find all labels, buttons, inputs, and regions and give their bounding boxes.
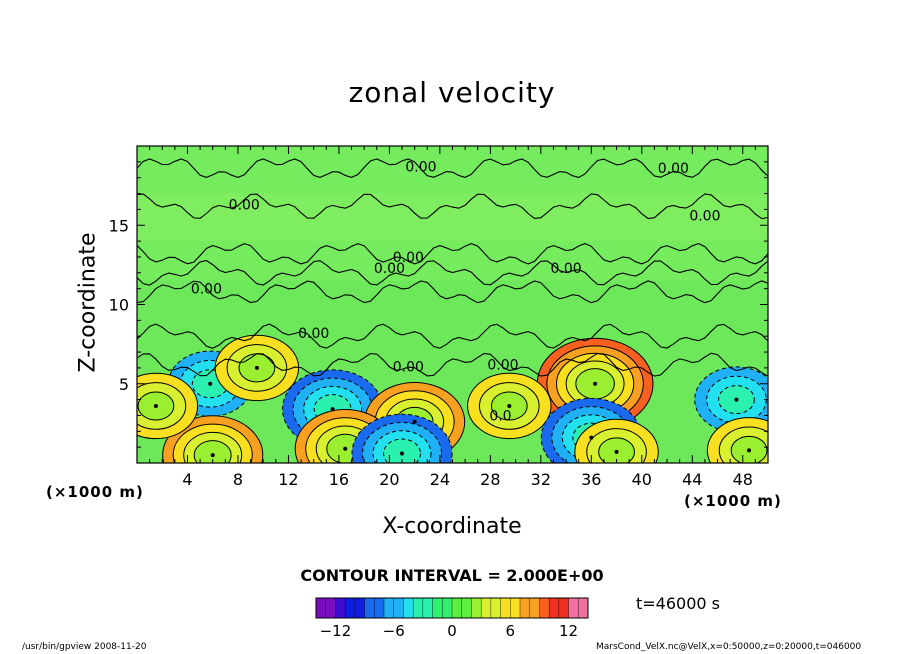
- colorbar-swatch: [451, 597, 463, 619]
- contour-label: 0.00: [405, 160, 436, 176]
- contour-label: 0.00: [393, 250, 424, 266]
- colorbar-swatch: [568, 597, 579, 619]
- colorbar-tick-label: −12: [320, 622, 352, 640]
- colorbar-swatch: [422, 597, 434, 619]
- contour-label: 0.00: [298, 326, 329, 342]
- extremum-marker: [593, 381, 598, 386]
- colorbar-tick-label: −6: [383, 622, 405, 640]
- footer-program-date: /usr/bin/gpview 2008-11-20: [22, 642, 147, 652]
- extremum-marker: [507, 403, 512, 408]
- x-tick-label: 32: [531, 470, 551, 489]
- colorbar-swatch: [539, 597, 550, 619]
- zero-contour-line: [137, 323, 768, 349]
- x-axis-label: X-coordinate: [382, 514, 522, 539]
- extremum-marker: [747, 448, 752, 453]
- zero-contour-line: [137, 243, 768, 265]
- colorbar-swatch: [471, 597, 482, 619]
- extremum-marker: [330, 407, 335, 412]
- color-field: [137, 146, 768, 463]
- chart-title: zonal velocity: [348, 76, 556, 109]
- colorbar-tick-label: 6: [506, 622, 516, 640]
- colorbar-swatch: [374, 597, 385, 619]
- y-unit-label: (×1000 m): [46, 483, 144, 501]
- negative-velocity-contour: [383, 438, 421, 463]
- contour-label: 0.00: [191, 282, 222, 298]
- extremum-marker: [210, 453, 215, 458]
- colorbar-swatch: [432, 597, 443, 619]
- y-tick-label: 10: [109, 296, 129, 315]
- colorbar-swatch: [548, 597, 560, 619]
- zero-contour-line: [137, 260, 768, 286]
- extremum-marker: [343, 446, 348, 451]
- x-tick-label: 24: [430, 470, 450, 489]
- time-label: t=46000 s: [636, 594, 720, 613]
- colorbar-swatch: [383, 597, 395, 619]
- x-tick-label: 20: [379, 470, 399, 489]
- zero-contour-line: [137, 280, 768, 304]
- colorbar-swatch: [393, 597, 404, 619]
- colorbar-swatch: [335, 597, 346, 619]
- colorbar-tick-label: 0: [447, 622, 457, 640]
- zero-contour-line: [137, 193, 768, 220]
- x-unit-label: (×1000 m): [684, 492, 782, 510]
- colorbar-frame: [315, 597, 589, 619]
- colorbar-swatch: [344, 597, 356, 619]
- x-tick-label: 28: [480, 470, 500, 489]
- colorbar-tick-label: 12: [559, 622, 578, 640]
- colorbar-swatch: [325, 597, 336, 619]
- footer-data-source: MarsCond_VelX.nc@VelX,x=0:50000,z=0:2000…: [596, 642, 862, 652]
- zero-contour-line: [137, 158, 768, 178]
- extremum-marker: [153, 403, 158, 408]
- x-tick-label: 44: [682, 470, 702, 489]
- colorbar: −12 −6 0 6 12: [315, 597, 589, 640]
- x-tick-label: 40: [632, 470, 652, 489]
- x-tick-label: 36: [581, 470, 601, 489]
- colorbar-swatch: [315, 597, 327, 619]
- extremum-marker: [412, 419, 417, 424]
- colorbar-swatch: [510, 597, 521, 619]
- y-tick-label: 15: [109, 216, 129, 235]
- contour-label: 0.00: [374, 261, 405, 277]
- zero-contour-line: [137, 352, 768, 377]
- extremum-marker: [208, 381, 213, 386]
- contour-label: 0.00: [550, 261, 581, 277]
- colorbar-swatch: [403, 597, 414, 619]
- contour-label: 0.0: [489, 408, 511, 424]
- x-tick-label: 16: [329, 470, 349, 489]
- colorbar-swatch: [354, 597, 366, 619]
- colorbar-swatch: [578, 597, 589, 619]
- colorbar-swatch: [442, 597, 453, 619]
- extremum-marker: [589, 435, 594, 440]
- colorbar-swatch: [558, 597, 570, 619]
- y-tick-label: 5: [119, 375, 129, 394]
- extremum-marker: [400, 451, 405, 456]
- contour-lines: [137, 158, 768, 458]
- colorbar-swatch: [480, 597, 492, 619]
- contour-labels: 0.00 0.000.000.000.000.00 0.000.000.000.00…: [191, 160, 721, 425]
- x-tick-label: 48: [733, 470, 753, 489]
- x-tick-label: 12: [278, 470, 298, 489]
- colorbar-swatch: [490, 597, 502, 619]
- contour-interval-label: CONTOUR INTERVAL = 2.000E+00: [300, 566, 604, 585]
- colorbar-swatch: [500, 597, 511, 619]
- colorbar-swatch: [461, 597, 472, 619]
- contour-label: 0.00: [689, 209, 720, 225]
- extremum-marker: [734, 397, 739, 402]
- extremum-marker: [614, 449, 619, 454]
- x-tick-label: 4: [182, 470, 192, 489]
- contour-label: 0.00: [393, 359, 424, 375]
- colorbar-swatch: [364, 597, 375, 619]
- colorbar-swatch: [529, 597, 540, 619]
- colorbar-swatch: [519, 597, 531, 619]
- contour-label: 0.00: [487, 358, 518, 374]
- positive-velocity-contour: [193, 440, 232, 463]
- colorbar-swatch: [412, 597, 424, 619]
- contour-label: 0.00: [658, 161, 689, 177]
- extremum-marker: [254, 365, 259, 370]
- x-tick-label: 8: [233, 470, 243, 489]
- contour-label: 0.00: [229, 198, 260, 214]
